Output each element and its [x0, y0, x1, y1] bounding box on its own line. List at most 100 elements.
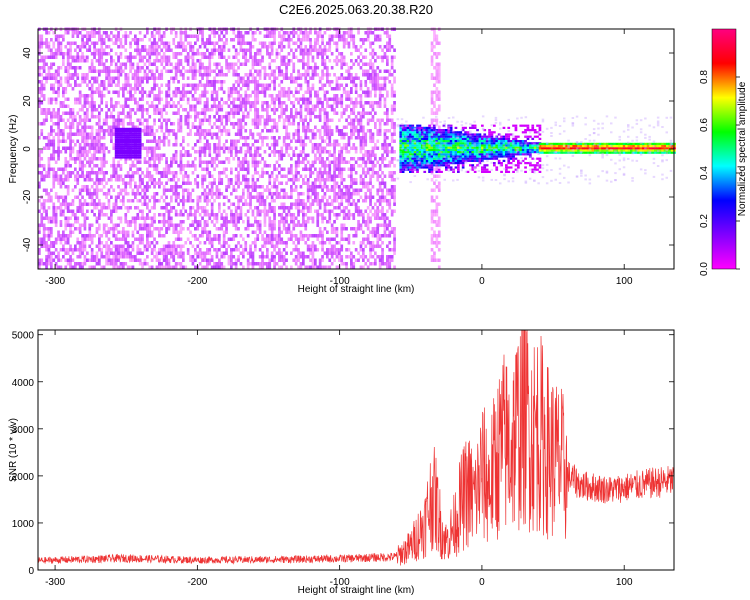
spectrogram-cell [314, 244, 317, 248]
spectrogram-cell [102, 41, 106, 45]
spectrogram-cell [294, 216, 298, 220]
spectrogram-cell [165, 220, 168, 224]
spectrogram-cell [321, 213, 324, 217]
spectrogram-cell [81, 167, 84, 171]
spectrogram-cell [290, 164, 293, 168]
spectrogram-cell [208, 122, 212, 126]
spectrogram-cell [45, 115, 48, 119]
spectrogram-cell [273, 104, 276, 108]
spectrogram-cell [196, 209, 200, 213]
spectrogram-cell [59, 118, 63, 122]
spectrogram-cell [282, 241, 286, 245]
spectrogram-cell [338, 157, 341, 161]
spectrogram-cell [225, 167, 228, 171]
spectrogram-cell [232, 69, 236, 73]
spectrogram-cell [50, 234, 53, 238]
spectrogram-cell [318, 80, 322, 84]
spectrogram-cell [350, 108, 353, 112]
spectrogram-cell [64, 241, 68, 245]
spectrogram-cell [191, 34, 195, 38]
spectrogram-cell [290, 115, 293, 119]
spectrogram-cell [119, 174, 123, 178]
spectrogram-cell [100, 202, 104, 206]
spectrogram-cell [191, 188, 195, 192]
spectrogram-cell [110, 209, 113, 213]
spectrogram-cell [186, 143, 190, 147]
spectrogram-cell [155, 76, 159, 80]
spectrogram-cell [122, 181, 125, 185]
spectrogram-cell [342, 185, 346, 189]
spectrogram-cell [213, 237, 216, 241]
spectrogram-cell [158, 248, 161, 252]
spectrogram-cell [52, 76, 56, 80]
spectrogram-cell [210, 195, 214, 199]
spectrogram-cell [117, 55, 120, 59]
spectrogram-cell [263, 209, 267, 213]
spectrogram-cell [218, 248, 221, 252]
spectrogram-cell [148, 104, 152, 108]
spectrogram-cell [237, 90, 240, 94]
spectrogram-cell [294, 234, 298, 238]
spectrogram-cell [218, 104, 221, 108]
spectrogram-cell [220, 31, 224, 35]
spectrogram-cell [227, 178, 231, 182]
spectrogram-cell [304, 62, 308, 66]
spectrogram-cell [83, 216, 87, 220]
spectrogram-cell [174, 139, 178, 143]
spectrogram-cell [71, 209, 75, 213]
spectrogram-cell [105, 45, 108, 49]
spectrogram-cell [90, 115, 94, 119]
spectrogram-cell [280, 73, 284, 77]
spectrogram-cell [138, 174, 142, 178]
spectrogram-cell [66, 62, 70, 66]
spectrogram-cell [261, 237, 264, 241]
spectrogram-cell [69, 244, 72, 248]
spectrogram-cell [213, 87, 216, 91]
spectrogram-cell [146, 101, 149, 105]
spectrogram-cell [126, 206, 130, 210]
spectrogram-cell [146, 118, 149, 122]
spectrogram-cell [191, 76, 195, 80]
spectrogram-cell [100, 136, 104, 140]
spectrogram-cell [131, 97, 135, 101]
spectrogram-cell [316, 101, 320, 105]
spectrogram-cell [62, 129, 65, 133]
spectrogram-cell [64, 66, 68, 70]
spectrogram-cell [311, 251, 315, 255]
spectrogram-cell [155, 94, 159, 98]
spectrogram-cell [146, 237, 149, 241]
spectrogram-cell [112, 206, 116, 210]
spectrogram-cell [314, 66, 317, 70]
spectrogram-cell [304, 132, 308, 136]
spectrogram-cell [78, 90, 82, 94]
spectrogram-cell [93, 76, 96, 80]
spectrogram-cell [62, 59, 65, 63]
spectrogram-cell [227, 181, 231, 185]
spectrogram-cell [287, 213, 291, 217]
spectrogram-cell [350, 174, 353, 178]
spectrogram-cell [256, 209, 260, 213]
spectrogram-cell [314, 262, 317, 266]
spectrogram-cells [38, 27, 676, 269]
spectrogram-cell [306, 160, 310, 164]
spectrogram-cell [290, 157, 293, 161]
spectrogram-cell [174, 73, 178, 77]
spectrogram-cell [182, 251, 185, 255]
spectrogram-cell [52, 220, 56, 224]
spectrogram-cell [86, 59, 89, 63]
spectrogram-cell [95, 139, 99, 143]
spectrogram-cell [177, 262, 180, 266]
spectrogram-cell [213, 216, 216, 220]
spectrogram-cell [203, 195, 207, 199]
spectrogram-cell [76, 59, 80, 63]
spectrogram-cell [333, 97, 336, 101]
spectrogram-cell [112, 234, 116, 238]
spectrogram-cell [93, 171, 96, 175]
spectrogram-cell [261, 199, 264, 203]
spectrogram-cell [95, 90, 99, 94]
spectrogram-cell [314, 45, 317, 49]
spectrogram-cell [83, 122, 87, 126]
spectrogram-cell [309, 94, 312, 98]
spectrogram-cell [234, 69, 238, 73]
spectrogram-cell [198, 199, 202, 203]
